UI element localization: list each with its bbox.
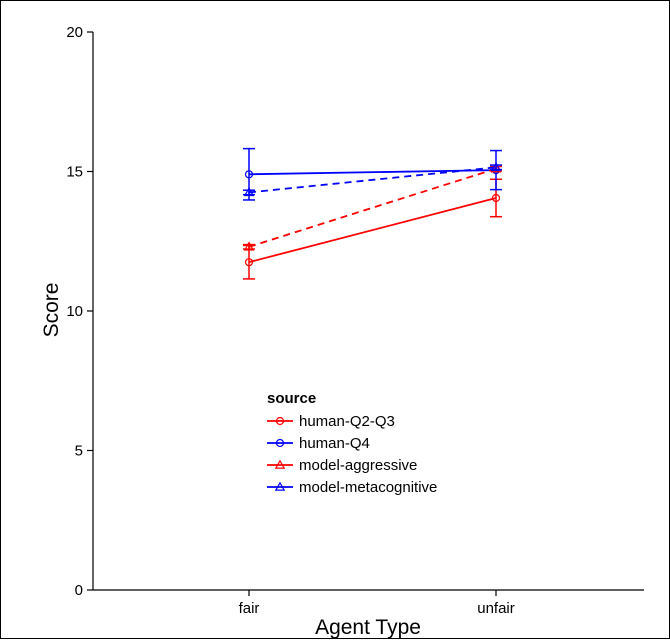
- data-point: [244, 258, 254, 267]
- legend-title: source: [267, 390, 316, 407]
- data-point: [243, 187, 255, 197]
- legend-label: model-aggressive: [299, 457, 417, 474]
- series-line: [248, 197, 497, 264]
- legend: source human-Q2-Q3 human-Q4 model-aggressi…: [267, 390, 437, 496]
- data-point: [491, 193, 501, 203]
- y-tick-label: 0: [75, 582, 83, 599]
- legend-label: model-metacognitive: [299, 479, 437, 496]
- plot-area: [243, 147, 502, 280]
- legend-item: human-Q4: [267, 435, 370, 452]
- series-human-Q4: [243, 147, 502, 201]
- y-tick-label: 15: [66, 164, 83, 181]
- y-axis-ticks: 0 5 10 15 20: [66, 24, 93, 599]
- axes: 0 5 10 15 20 fair unfair: [66, 24, 644, 617]
- legend-marker: [274, 459, 286, 469]
- series-model-metacognitive: [243, 161, 502, 197]
- y-axis-title: Score: [40, 283, 63, 338]
- x-tick-label: unfair: [477, 600, 515, 617]
- y-tick-label: 10: [66, 303, 83, 320]
- legend-marker: [274, 481, 286, 491]
- legend-marker: [275, 416, 285, 426]
- legend-item: human-Q2-Q3: [267, 413, 395, 430]
- x-axis-ticks: fair unfair: [239, 590, 515, 617]
- legend-item: model-aggressive: [267, 457, 417, 474]
- legend-items: human-Q2-Q3 human-Q4 model-aggressive model…: [267, 413, 437, 496]
- x-tick-label: fair: [239, 600, 260, 617]
- y-tick-label: 20: [66, 24, 83, 41]
- series-line: [248, 166, 497, 194]
- y-tick-label: 5: [75, 443, 83, 460]
- legend-label: human-Q2-Q3: [299, 413, 395, 430]
- data-point: [490, 161, 502, 172]
- data-point: [244, 170, 254, 179]
- legend-marker: [275, 438, 285, 448]
- data-point: [243, 241, 255, 251]
- series-human-Q2-Q3: [243, 178, 502, 280]
- legend-item: model-metacognitive: [267, 479, 437, 496]
- x-axis-title: Agent Type: [315, 616, 421, 639]
- legend-label: human-Q4: [299, 435, 370, 452]
- series-line: [248, 169, 497, 176]
